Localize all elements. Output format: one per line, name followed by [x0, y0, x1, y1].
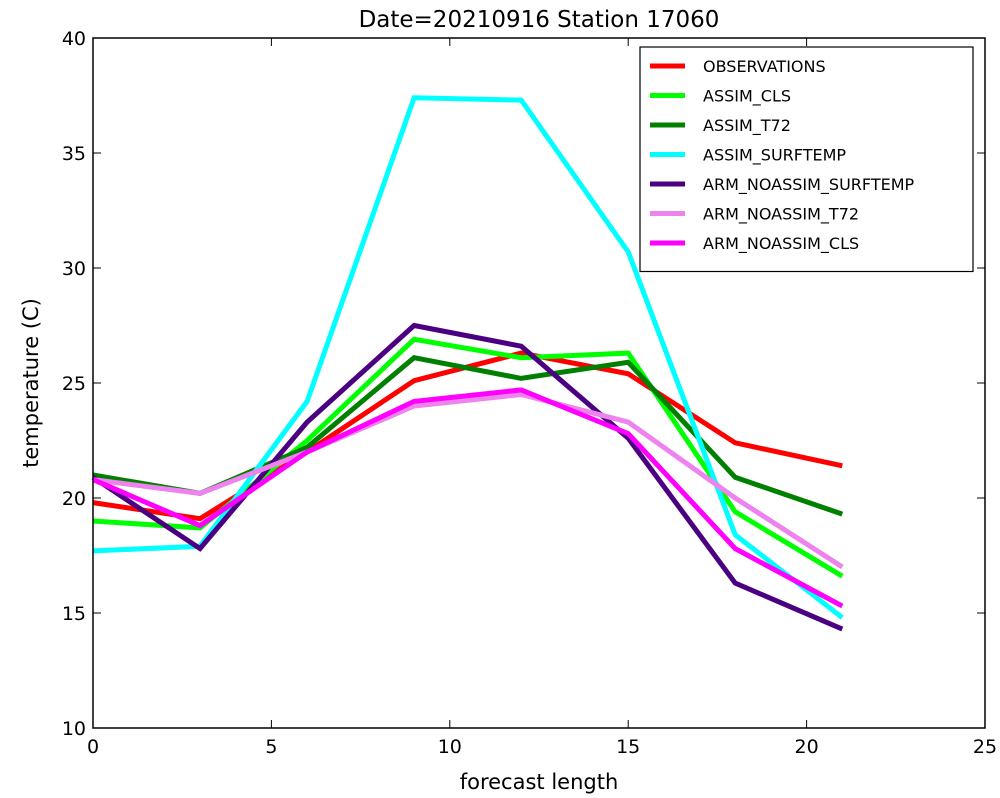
y-tick-label: 40: [62, 28, 86, 50]
legend: OBSERVATIONS ASSIM_CLS ASSIM_T72 ASSIM_SURF…: [639, 46, 974, 273]
x-tick-label: 5: [265, 736, 277, 758]
series-line-6: [92, 391, 844, 570]
ticks-layer: 0 5 10 15 20 25 10 15 20 25 30 35 40: [62, 28, 997, 758]
x-tick-label: 15: [616, 736, 640, 758]
legend-label: ARM_NOASSIM_SURFTEMP: [703, 175, 915, 195]
y-tick-label: 25: [62, 373, 86, 395]
x-axis-label: forecast length: [460, 770, 619, 794]
series-line-7: [92, 387, 844, 609]
series-line-5: [91, 322, 844, 632]
y-tick-label: 15: [62, 603, 86, 625]
legend-label: ASSIM_T72: [703, 116, 791, 136]
x-tick-label: 0: [87, 736, 99, 758]
chart-title: Date=20210916 Station 17060: [359, 7, 720, 33]
y-tick-label: 30: [62, 258, 86, 280]
y-tick-label: 10: [62, 718, 86, 740]
y-axis-label: temperature (C): [19, 298, 43, 468]
legend-label: ARM_NOASSIM_T72: [703, 205, 859, 225]
y-tick-label: 20: [62, 488, 86, 510]
legend-box: [639, 46, 974, 273]
x-tick-label: 20: [795, 736, 819, 758]
series-layer: [91, 95, 844, 632]
legend-label: ASSIM_CLS: [703, 87, 791, 107]
y-tick-label: 35: [62, 143, 86, 165]
legend-label: OBSERVATIONS: [703, 57, 826, 76]
legend-label: ARM_NOASSIM_CLS: [703, 234, 859, 254]
legend-label: ASSIM_SURFTEMP: [703, 146, 846, 166]
x-tick-label: 25: [973, 736, 997, 758]
x-tick-label: 10: [438, 736, 462, 758]
